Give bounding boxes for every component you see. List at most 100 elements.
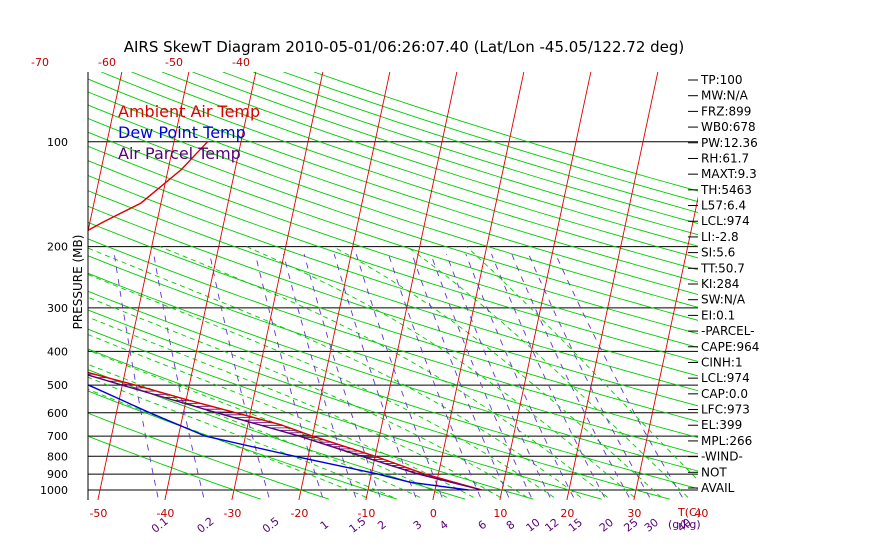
sounding-index: CINH:1 xyxy=(701,355,743,369)
mixing-ratio-tick-label: 12 xyxy=(542,516,561,535)
sounding-index: -PARCEL- xyxy=(701,324,755,338)
mixing-ratio-line xyxy=(445,253,551,498)
sounding-index: AVAIL xyxy=(701,481,735,495)
mixing-ratio-line xyxy=(555,253,683,498)
sounding-index: KI:284 xyxy=(701,277,739,291)
top-temp-tick-label: -50 xyxy=(165,56,183,69)
sounding-index: LFC:973 xyxy=(701,403,750,417)
chart-title: AIRS SkewT Diagram 2010-05-01/06:26:07.4… xyxy=(124,38,685,56)
sounding-index: TT:50.7 xyxy=(700,261,745,275)
dry-adiabat xyxy=(88,221,698,422)
moist-adiabat xyxy=(466,246,698,481)
y-tick-label: 300 xyxy=(47,302,68,315)
dry-adiabat xyxy=(88,369,466,500)
dry-adiabat xyxy=(88,328,602,500)
isotherm-line xyxy=(499,72,592,500)
sounding-index: NOT xyxy=(701,465,727,479)
y-tick-label: 600 xyxy=(47,407,68,420)
sounding-index: LI:-2.8 xyxy=(701,230,739,244)
y-tick-label: 1000 xyxy=(40,484,68,497)
isotherm-line xyxy=(835,72,870,500)
mixing-ratio-tick-label: 20 xyxy=(597,516,616,535)
moist-adiabat xyxy=(406,246,689,498)
dry-adiabat xyxy=(88,117,698,321)
x-axis-label-temp: T(C) xyxy=(677,506,701,519)
mixing-ratio-line xyxy=(465,253,574,498)
isotherm-line xyxy=(365,72,458,500)
dry-adiabat xyxy=(88,348,534,500)
moist-adiabat xyxy=(332,246,662,498)
bottom-temp-tick-label: -30 xyxy=(223,507,241,520)
x-axis-label-mixing: (g/kg) xyxy=(668,518,701,531)
dry-adiabat xyxy=(88,290,698,490)
sounding-index: RH:61.7 xyxy=(701,151,749,165)
sounding-index: SI:5.6 xyxy=(701,246,735,260)
top-temp-tick-label: -40 xyxy=(232,56,250,69)
y-tick-label: 200 xyxy=(47,241,68,254)
dry-adiabat xyxy=(88,272,698,472)
y-tick-label: 800 xyxy=(47,450,68,463)
mixing-ratio-line xyxy=(153,253,205,498)
moist-adiabat xyxy=(88,349,448,498)
mixing-ratio-line xyxy=(209,253,270,498)
mixing-ratio-line xyxy=(430,253,532,498)
bottom-temp-tick-label: -50 xyxy=(89,507,107,520)
dry-adiabat xyxy=(88,131,698,335)
sounding-index: WB0:678 xyxy=(701,120,756,134)
moist-adiabat xyxy=(88,316,501,498)
dry-adiabat xyxy=(88,91,698,296)
moist-adiabat xyxy=(88,247,582,498)
dry-adiabat xyxy=(88,104,698,308)
sounding-index: SW:N/A xyxy=(701,293,746,307)
top-temp-tick-label: -70 xyxy=(31,56,49,69)
mixing-ratio-tick-label: 6 xyxy=(476,518,490,533)
bottom-temp-tick-label: -20 xyxy=(290,507,308,520)
dry-adiabat xyxy=(222,72,698,224)
dry-adiabat xyxy=(88,78,698,283)
mixing-ratio-line xyxy=(528,253,650,498)
ambient-air-temp-line xyxy=(88,141,483,491)
sounding-index: EL:399 xyxy=(701,418,742,432)
mixing-ratio-tick-label: 30 xyxy=(642,516,661,535)
y-tick-label: 400 xyxy=(47,345,68,358)
sounding-index: EI:0.1 xyxy=(701,308,735,322)
mixing-ratio-line xyxy=(113,253,159,498)
mixing-ratio-tick-label: 3 xyxy=(411,518,425,533)
sounding-index: MW:N/A xyxy=(701,89,749,103)
moist-adiabat xyxy=(88,273,555,498)
top-temp-tick-label: -60 xyxy=(98,56,116,69)
mixing-ratio-tick-label: 0.2 xyxy=(195,515,217,536)
sounding-index: FRZ:899 xyxy=(701,104,751,118)
bottom-temp-tick-label: 0 xyxy=(430,507,437,520)
bottom-temp-tick-label: 30 xyxy=(627,507,641,520)
mixing-ratio-tick-label: 0.5 xyxy=(260,515,282,536)
isotherm-line xyxy=(566,72,659,500)
mixing-ratio-tick-label: 2 xyxy=(375,518,389,533)
dew-point-temp-line xyxy=(88,384,469,491)
y-tick-label: 900 xyxy=(47,468,68,481)
y-tick-label: 500 xyxy=(47,379,68,392)
sounding-index: PW:12.36 xyxy=(701,136,758,150)
bottom-temp-tick-label: -40 xyxy=(156,507,174,520)
mixing-ratio-line xyxy=(511,253,630,498)
y-axis-label: PRESSURE (MB) xyxy=(71,235,85,330)
dry-adiabat xyxy=(88,238,698,438)
sounding-index: LCL:974 xyxy=(701,371,750,385)
sounding-index: L57:6.4 xyxy=(701,199,746,213)
y-tick-label: 100 xyxy=(47,136,68,149)
sounding-index: -WIND- xyxy=(701,450,743,464)
dry-adiabat xyxy=(88,435,261,500)
isotherm-line xyxy=(164,72,257,500)
mixing-ratio-tick-label: 4 xyxy=(437,518,451,533)
dry-adiabat xyxy=(101,72,698,271)
mixing-ratio-line xyxy=(411,253,510,498)
sounding-index: MPL:266 xyxy=(701,434,752,448)
air-parcel-temp-line xyxy=(88,374,483,491)
isotherm-line xyxy=(298,72,391,500)
dry-adiabat xyxy=(88,145,698,348)
dry-adiabat xyxy=(88,205,698,407)
dry-adiabat xyxy=(88,390,398,500)
sounding-index: TH:5463 xyxy=(700,183,752,197)
dry-adiabat xyxy=(88,190,698,392)
sounding-index: CAPE:964 xyxy=(701,340,759,354)
